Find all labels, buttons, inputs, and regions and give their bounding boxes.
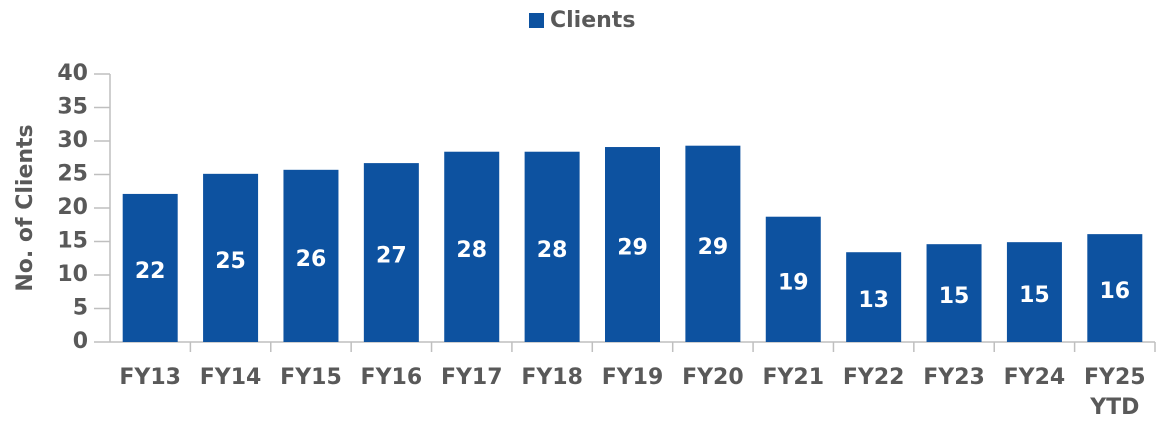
value-label: 16 bbox=[1099, 279, 1130, 304]
y-tick-label: 30 bbox=[57, 128, 88, 153]
value-label: 15 bbox=[939, 284, 970, 309]
y-tick-label: 20 bbox=[57, 195, 88, 220]
bar bbox=[444, 151, 500, 342]
y-tick-label: 0 bbox=[73, 329, 88, 354]
bar bbox=[926, 244, 982, 342]
y-tick-label: 35 bbox=[57, 95, 88, 120]
bar bbox=[765, 216, 821, 342]
value-label: 13 bbox=[858, 288, 889, 313]
bar bbox=[524, 151, 580, 342]
bar bbox=[605, 147, 660, 342]
y-tick-label: 15 bbox=[57, 229, 88, 254]
value-label: 27 bbox=[376, 244, 407, 269]
x-tick-label: FY24 bbox=[1004, 365, 1066, 390]
x-tick-label: FY22 bbox=[843, 365, 905, 390]
y-tick-label: 5 bbox=[73, 296, 88, 321]
x-tick-label: FY15 bbox=[280, 365, 342, 390]
value-label: 22 bbox=[135, 259, 166, 284]
x-tick-label: FY18 bbox=[521, 365, 583, 390]
bar bbox=[685, 145, 741, 342]
y-axis-title: No. of Clients bbox=[13, 124, 38, 291]
x-tick-label: FY23 bbox=[923, 365, 985, 390]
x-tick-label: FY13 bbox=[119, 365, 181, 390]
x-tick-label: FY25 YTD bbox=[1084, 365, 1146, 420]
x-tick-label: FY17 bbox=[441, 365, 503, 390]
value-label: 25 bbox=[215, 249, 246, 274]
legend-label: Clients bbox=[550, 8, 635, 33]
value-label: 28 bbox=[537, 238, 568, 263]
bar bbox=[122, 193, 178, 342]
x-tick-label: FY14 bbox=[200, 365, 262, 390]
x-tick-label: FY21 bbox=[762, 365, 824, 390]
value-label: 19 bbox=[778, 270, 809, 295]
value-label: 28 bbox=[456, 238, 487, 263]
bar bbox=[283, 169, 339, 342]
x-tick-label: FY16 bbox=[361, 365, 423, 390]
bar bbox=[203, 173, 259, 342]
value-label: 29 bbox=[617, 236, 648, 261]
value-label: 15 bbox=[1019, 283, 1050, 308]
x-tick-label: FY20 bbox=[682, 365, 744, 390]
y-tick-label: 10 bbox=[57, 262, 88, 287]
y-tick-label: 40 bbox=[57, 61, 88, 86]
bar bbox=[1087, 234, 1143, 342]
y-tick-label: 25 bbox=[57, 162, 88, 187]
bar bbox=[1006, 242, 1062, 342]
bar bbox=[363, 163, 419, 342]
legend-swatch bbox=[529, 13, 544, 28]
bar bbox=[846, 252, 902, 342]
x-tick-label: FY19 bbox=[602, 365, 664, 390]
value-label: 29 bbox=[698, 235, 729, 260]
value-label: 26 bbox=[296, 247, 327, 272]
